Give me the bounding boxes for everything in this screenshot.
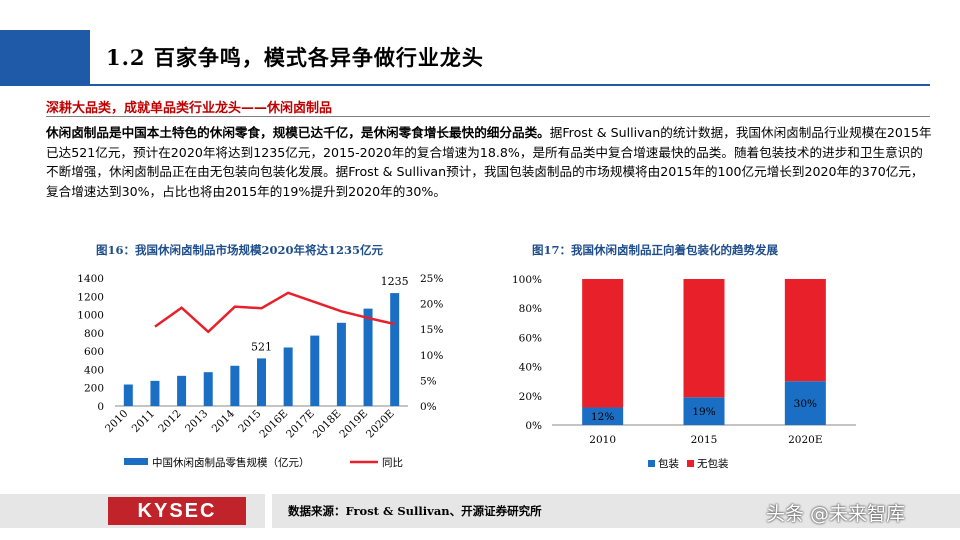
paragraph-bold-lead: 休闲卤制品是中国本土特色的休闲零食，规模已达千亿，是休闲零食增长最快的细分品类。 <box>46 125 550 140</box>
chart1-legend-bar-swatch <box>124 458 148 465</box>
chart2-x-tick: 2010 <box>589 434 616 446</box>
chart2-x-tick: 2015 <box>691 434 718 446</box>
chart2-y-tick: 100% <box>512 274 542 286</box>
chart2-data-label: 19% <box>692 406 715 418</box>
chart2-bar-packaged <box>784 381 826 425</box>
chart2-data-label: 12% <box>591 411 614 423</box>
chart2-bar-packaged <box>683 397 725 425</box>
chart2-y-tick: 0% <box>525 420 542 432</box>
chart1-x-tick: 2020E <box>364 408 397 441</box>
chart1-y-tick: 1000 <box>77 310 104 322</box>
chart2-y-tick: 80% <box>519 303 542 315</box>
chart1-title: 图16：我国休闲卤制品市场规模2020年将达1235亿元 <box>96 243 384 257</box>
chart1-y-tick: 1200 <box>77 291 104 303</box>
chart2-legend-unpackaged-label: 无包装 <box>697 457 729 470</box>
chart1-bar <box>203 372 213 406</box>
chart1-x-tick: 2015 <box>236 408 263 435</box>
body-paragraph: 休闲卤制品是中国本土特色的休闲零食，规模已达千亿，是休闲零食增长最快的细分品类。… <box>46 123 934 201</box>
chart2-legend-unpackaged-swatch <box>687 460 694 467</box>
chart1-y-tick: 200 <box>84 383 104 395</box>
chart1-y-tick: 800 <box>84 328 104 340</box>
chart1-bar <box>363 308 373 406</box>
chart1-x-tick: 2018E <box>311 408 344 441</box>
watermark: 头条 @未来智库 <box>766 503 906 525</box>
chart1-y-tick: 0 <box>97 401 104 413</box>
chart1-x-tick: 2012 <box>156 408 183 435</box>
chart1-bar <box>150 380 160 406</box>
chart1-y2-tick: 15% <box>420 324 443 336</box>
chart1-legend-line-label: 同比 <box>382 456 403 469</box>
chart1-y2-tick: 10% <box>420 350 443 362</box>
chart2-bar-unpackaged <box>582 279 624 408</box>
chart1-x-tick: 2011 <box>130 408 157 435</box>
chart1-y2-tick: 25% <box>420 273 443 285</box>
chart2-x-tick: 2020E <box>788 434 822 446</box>
chart1-y2-tick: 5% <box>420 375 437 387</box>
chart1-y-tick: 400 <box>84 364 104 376</box>
section-subheading: 深耕大品类，成就单品类行业龙头——休闲卤制品 <box>46 101 333 116</box>
page-title: 1.2 百家争鸣，模式各异争做行业龙头 <box>106 45 484 70</box>
chart2-legend-packaged-swatch <box>648 460 655 467</box>
chart1-x-tick: 2016E <box>257 408 290 441</box>
chart1-legend-bar-label: 中国休闲卤制品零售规模（亿元） <box>152 456 310 469</box>
chart2-y-tick: 40% <box>519 362 542 374</box>
data-source: 数据来源：Frost & Sullivan、开源证券研究所 <box>288 504 542 518</box>
kysec-logo: KYSEC <box>108 497 246 525</box>
chart1-data-label: 1235 <box>381 275 409 288</box>
chart1-bar <box>177 375 187 406</box>
chart1-y2-tick: 0% <box>420 401 437 413</box>
chart1-yoy-line <box>154 291 395 334</box>
chart1-y2-tick: 20% <box>420 299 443 311</box>
chart1-y-tick: 1400 <box>77 273 104 285</box>
title-divider <box>46 84 930 86</box>
chart1-bar <box>230 365 240 406</box>
chart1-x-tick: 2010 <box>103 408 130 435</box>
paragraph-text: 据Frost & Sullivan的统计数据，我国休闲卤制品行业规模在2015年… <box>46 125 932 199</box>
header-accent-bar <box>0 30 90 86</box>
chart2-legend-packaged-label: 包装 <box>658 457 679 470</box>
chart1-bar <box>336 322 346 406</box>
chart2-bar-unpackaged <box>784 279 826 382</box>
footer-source-band <box>272 494 960 528</box>
chart2-title: 图17：我国休闲卤制品正向着包装化的趋势发展 <box>532 243 779 257</box>
chart1-bar <box>257 358 266 406</box>
chart1-bar <box>310 335 320 406</box>
chart1-data-label: 521 <box>251 340 272 353</box>
subheading-divider <box>46 116 930 117</box>
chart1-x-tick: 2013 <box>183 408 210 435</box>
chart1-bar <box>390 293 400 406</box>
chart1-x-tick: 2014 <box>210 407 238 435</box>
chart2-y-tick: 60% <box>519 332 542 344</box>
chart2-bar-packaged <box>582 407 624 425</box>
chart2-data-label: 30% <box>794 398 817 410</box>
chart1-y-tick: 600 <box>84 346 104 358</box>
chart1-x-tick: 2017E <box>284 408 317 441</box>
chart1-bar <box>283 347 293 406</box>
chart1-bar <box>123 384 133 406</box>
chart2-y-tick: 20% <box>519 391 542 403</box>
chart1-x-tick: 2019E <box>337 408 370 441</box>
chart2-bar-unpackaged <box>683 279 725 398</box>
